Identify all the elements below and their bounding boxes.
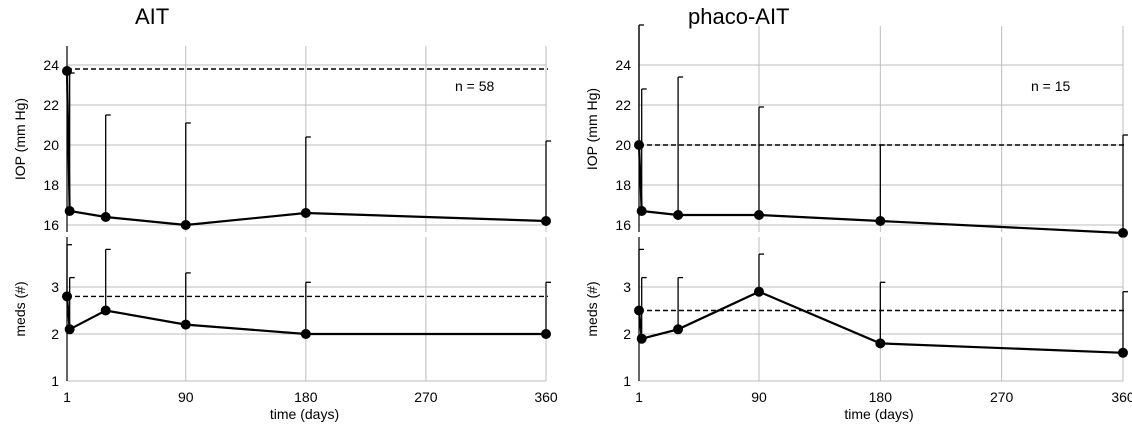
phaco-ait-meds-data-point [673,324,684,335]
phaco-ait-iop-data-point [673,210,684,220]
phaco-ait-iop-series-line [637,144,1124,235]
phaco-ait-meds-data-point [1118,347,1128,358]
phaco-ait-iop-ytick-label: 20 [615,137,631,153]
ait-iop-ytick-label: 24 [43,57,59,73]
ait-iop-data-point [541,216,551,226]
phaco-ait-meds-xtick-label: 180 [869,389,893,405]
phaco-ait-meds-ylabel: meds (#) [584,281,600,336]
ait-iop-series-line [65,70,547,227]
ait-meds-data-point [62,291,72,302]
ait-meds-xtick-label: 270 [414,389,438,405]
panel-title-ait: AIT [135,4,170,29]
phaco-ait-meds-data-point [634,305,644,316]
phaco-ait-meds-data-point [753,286,764,297]
phaco-ait-meds-xtick-label: 360 [1111,389,1132,405]
phaco-ait-iop-data-point [753,210,764,220]
panel-title-phaco-ait: phaco-AIT [688,4,790,29]
phaco-ait-iop-ytick-label: 22 [615,97,631,113]
ait-meds-series-line [65,296,546,336]
phaco-ait-iop-ytick-label: 16 [615,217,631,233]
ait-meds-xtick-label: 1 [63,389,71,405]
phaco-ait-meds-ytick-label: 3 [623,279,631,295]
ait-iop-ytick-label: 20 [43,137,59,153]
ait-meds-xtick-label: 180 [294,389,318,405]
phaco-ait-meds-xlabel: time (days) [844,406,913,422]
ait-meds-ytick-label: 1 [51,373,59,389]
phaco-ait-meds-xtick-label: 90 [751,389,767,405]
phaco-ait-iop-ytick-label: 18 [615,177,631,193]
ait-iop-ytick-label: 22 [43,97,59,113]
phaco-ait-meds-xtick-label: 1 [635,389,643,405]
ait-iop-ytick-label: 16 [43,217,59,233]
phaco-ait-meds-ytick-label: 2 [623,326,631,342]
phaco-ait-meds-ytick-label: 1 [623,373,631,389]
ait-meds-data-point [100,305,111,316]
ait-iop-data-point [62,66,72,76]
ait-iop-ytick-label: 18 [43,177,59,193]
ait-meds-ytick-label: 3 [51,279,59,295]
ait-iop-ylabel: IOP (mm Hg) [12,98,28,180]
phaco-ait-meds-xtick-label: 270 [990,389,1014,405]
phaco-ait-iop-ylabel: IOP (mm Hg) [584,88,600,170]
ait-meds-xtick-label: 360 [534,389,558,405]
ait-meds-data-point [541,329,551,339]
phaco-ait-meds-data-point [875,338,886,349]
phaco-ait-iop-data-point [1118,228,1128,238]
phaco-ait-iop-data-point [636,206,647,216]
phaco-ait-iop-n-annotation: n = 15 [1031,78,1071,94]
ait-meds-data-point [300,329,311,339]
phaco-ait-iop-data-point [634,140,644,150]
ait-iop-data-point [300,208,311,218]
ait-iop-data-point [180,220,191,230]
ait-meds-data-point [64,324,75,335]
ait-meds-ylabel: meds (#) [12,281,28,336]
ait-iop-data-point [100,212,111,222]
ait-iop-n-annotation: n = 58 [455,78,495,94]
ait-meds-data-point [180,319,191,330]
ait-meds-xtick-label: 90 [178,389,194,405]
ait-meds-ytick-label: 2 [51,326,59,342]
phaco-ait-meds-data-point [636,333,647,344]
ait-meds-xlabel: time (days) [270,406,339,422]
phaco-ait-iop-ytick-label: 24 [615,57,631,73]
phaco-ait-iop-data-point [875,216,886,226]
ait-iop-data-point [64,206,75,216]
